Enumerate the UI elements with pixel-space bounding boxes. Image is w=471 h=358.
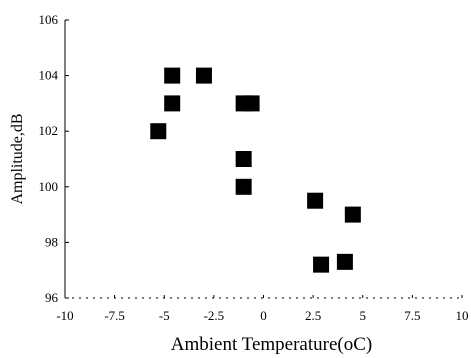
data-point-6 xyxy=(235,151,252,167)
data-point-8 xyxy=(307,192,324,209)
data-point-7 xyxy=(235,178,252,195)
data-point-3 xyxy=(195,67,212,84)
y-tick-label: 106 xyxy=(39,12,59,27)
x-axis-title: Ambient Temperature(oC) xyxy=(171,334,372,355)
data-point-10 xyxy=(313,256,330,273)
x-tick-label: 5 xyxy=(360,308,367,323)
y-tick-label: 98 xyxy=(45,234,58,249)
x-tick-label: -5 xyxy=(159,308,170,323)
x-tick-label: 0 xyxy=(260,308,267,323)
data-point-9 xyxy=(344,206,361,223)
x-tick-label: 7.5 xyxy=(404,308,420,323)
y-tick-label: 104 xyxy=(39,68,59,83)
y-axis-title: Amplitude,dB xyxy=(9,113,26,204)
x-ticks: -10 -7.5 -5 -2.5 0 2.5 5 7.5 10 xyxy=(56,295,469,323)
data-point-2 xyxy=(164,95,181,112)
x-tick-label: 2.5 xyxy=(305,308,321,323)
data-point-0 xyxy=(150,123,167,140)
y-tick-label: 100 xyxy=(39,179,59,194)
x-tick-label: -2.5 xyxy=(204,308,225,323)
y-ticks: 96 98 100 102 104 106 xyxy=(39,12,69,305)
data-points xyxy=(150,67,361,273)
x-tick-label: -10 xyxy=(56,308,73,323)
data-point-1 xyxy=(164,67,181,84)
y-tick-label: 102 xyxy=(39,123,59,138)
x-tick-label: -7.5 xyxy=(104,308,125,323)
y-tick-label: 96 xyxy=(45,290,59,305)
plot-area: -10 -7.5 -5 -2.5 0 2.5 5 7.5 10 96 98 100 102 104 106 xyxy=(39,12,469,323)
data-point-5 xyxy=(243,95,260,112)
x-tick-label: 10 xyxy=(456,308,469,323)
data-point-11 xyxy=(336,253,353,270)
